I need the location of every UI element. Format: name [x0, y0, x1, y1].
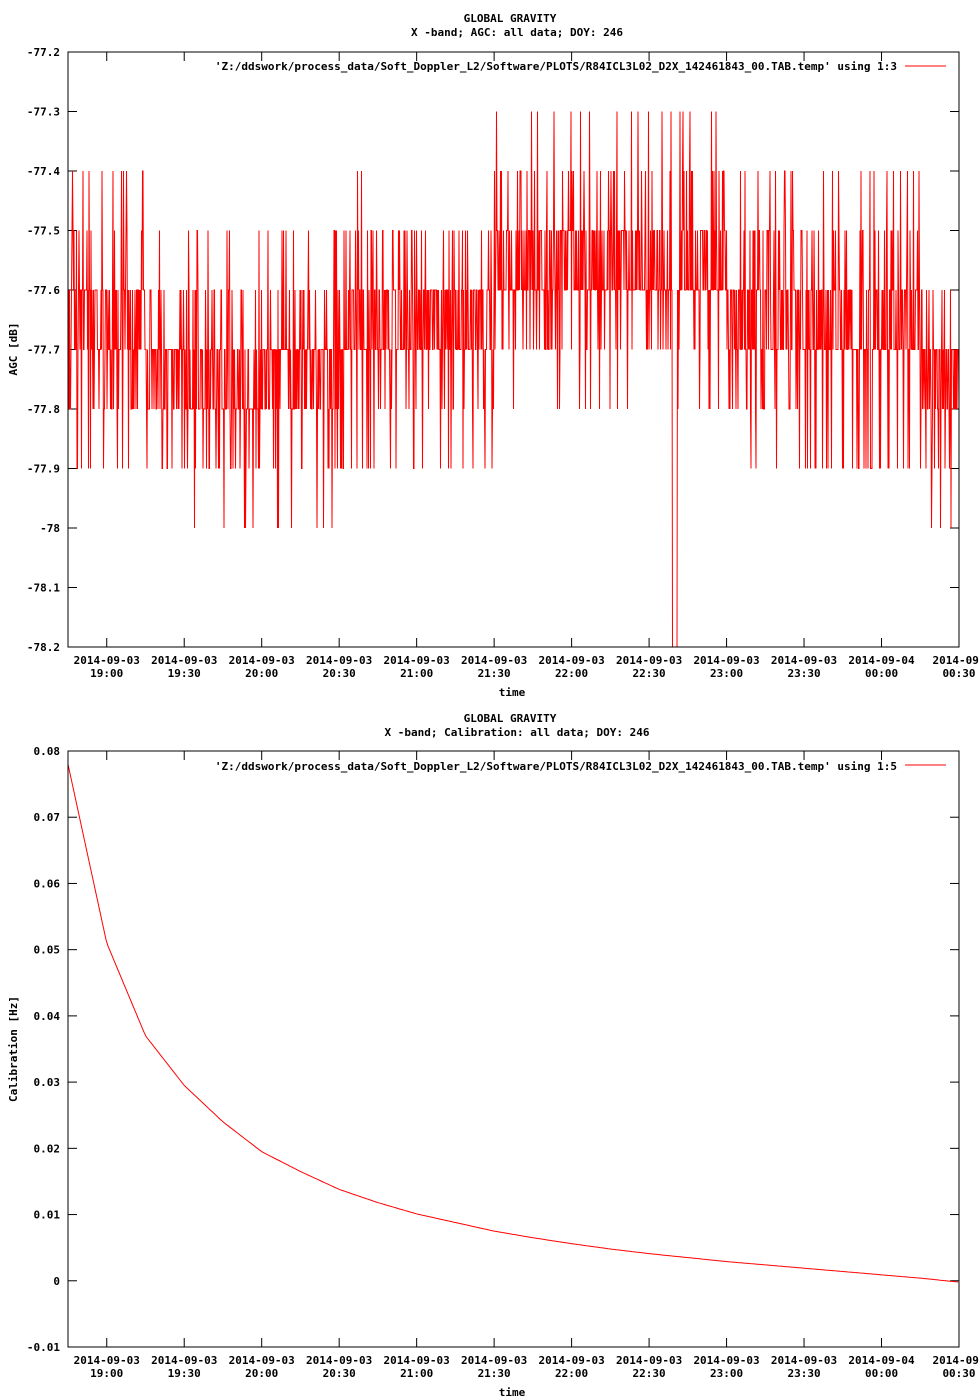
calibration-series-layer	[67, 764, 959, 1283]
agc-x-tick-time: 00:30	[942, 667, 975, 680]
calibration-x-tick-date: 2014-09-03	[151, 1354, 217, 1367]
agc-x-tick-time: 22:00	[555, 667, 588, 680]
calibration-x-tick-date: 2014-09-03	[693, 1354, 759, 1367]
agc-x-tick-time: 21:00	[400, 667, 433, 680]
calibration-axis-ticks: 0.08 0.07 0.06 0.05 0.04 0.03 0.02 0.01 0 -0.01 20…	[27, 745, 980, 1380]
agc-x-tick-date: 2014-09-03	[306, 654, 372, 667]
calibration-chart: GLOBAL GRAVITY X -band; Calibration: all…	[7, 712, 980, 1399]
agc-chart-title: GLOBAL GRAVITY	[464, 12, 557, 25]
calibration-x-tick-date: 2014-09-03	[306, 1354, 372, 1367]
calibration-y-tick-label: 0.06	[34, 877, 61, 890]
calibration-chart-subtitle: X -band; Calibration: all data; DOY: 246	[385, 726, 650, 739]
calibration-y-tick-label: 0.03	[34, 1076, 61, 1089]
agc-x-tick-date: 2014-09-03	[771, 654, 837, 667]
agc-x-tick-time: 19:30	[168, 667, 201, 680]
agc-x-tick-date: 2014-09-03	[693, 654, 759, 667]
agc-x-axis-label: time	[499, 686, 526, 699]
agc-y-tick-label: -77.8	[27, 403, 60, 416]
agc-y-tick-label: -78	[40, 522, 60, 535]
agc-y-tick-label: -78.2	[27, 641, 60, 654]
calibration-x-tick-time: 23:30	[787, 1367, 820, 1380]
calibration-y-tick-label: 0.02	[34, 1142, 61, 1155]
calibration-x-tick-date: 2014-09-03	[771, 1354, 837, 1367]
agc-x-tick-date: 2014-09-	[933, 654, 980, 667]
agc-series-line	[67, 111, 960, 648]
calibration-y-tick-label: 0.05	[34, 944, 61, 957]
calibration-x-tick-time: 21:30	[478, 1367, 511, 1380]
calibration-y-axis-label: Calibration [Hz]	[7, 996, 20, 1102]
agc-x-tick-time: 20:30	[323, 667, 356, 680]
agc-y-tick-label: -77.5	[27, 225, 60, 238]
calibration-x-tick-date: 2014-09-04	[848, 1354, 915, 1367]
calibration-x-tick-time: 23:00	[710, 1367, 743, 1380]
calibration-x-tick-time: 22:30	[633, 1367, 666, 1380]
agc-legend: 'Z:/ddswork/process_data/Soft_Doppler_L2…	[215, 60, 946, 73]
calibration-y-tick-label: 0	[53, 1275, 60, 1288]
agc-x-tick-time: 20:00	[245, 667, 278, 680]
calibration-legend: 'Z:/ddswork/process_data/Soft_Doppler_L2…	[215, 760, 946, 773]
agc-y-tick-label: -77.6	[27, 284, 60, 297]
calibration-x-axis-label: time	[499, 1386, 526, 1399]
agc-chart: GLOBAL GRAVITY X -band; AGC: all data; D…	[7, 12, 980, 699]
agc-x-tick-time: 21:30	[478, 667, 511, 680]
calibration-y-tick-label: 0.01	[34, 1209, 61, 1222]
agc-y-tick-label: -78.1	[27, 582, 60, 595]
calibration-x-tick-date: 2014-09-03	[538, 1354, 604, 1367]
calibration-legend-label: 'Z:/ddswork/process_data/Soft_Doppler_L2…	[215, 760, 897, 773]
calibration-x-tick-time: 00:00	[865, 1367, 898, 1380]
agc-legend-label: 'Z:/ddswork/process_data/Soft_Doppler_L2…	[215, 60, 897, 73]
agc-x-tick-time: 22:30	[633, 667, 666, 680]
agc-x-tick-date: 2014-09-03	[74, 654, 140, 667]
agc-y-tick-label: -77.2	[27, 46, 60, 59]
calibration-y-tick-label: 0.04	[34, 1010, 61, 1023]
agc-y-axis-label: AGC [dB]	[7, 323, 20, 376]
calibration-x-tick-date: 2014-09-03	[461, 1354, 527, 1367]
agc-y-tick-label: -77.9	[27, 463, 60, 476]
agc-x-tick-date: 2014-09-03	[538, 654, 604, 667]
agc-x-tick-time: 23:00	[710, 667, 743, 680]
calibration-series-line	[67, 764, 959, 1283]
calibration-x-tick-time: 19:30	[168, 1367, 201, 1380]
agc-x-tick-date: 2014-09-03	[616, 654, 682, 667]
agc-series-layer	[67, 111, 960, 648]
calibration-chart-title: GLOBAL GRAVITY	[464, 712, 557, 725]
agc-x-tick-date: 2014-09-04	[848, 654, 915, 667]
calibration-x-tick-date: 2014-09-	[933, 1354, 980, 1367]
calibration-x-tick-time: 19:00	[90, 1367, 123, 1380]
agc-chart-subtitle: X -band; AGC: all data; DOY: 246	[411, 26, 623, 39]
calibration-y-tick-label: 0.08	[34, 745, 61, 758]
agc-y-tick-label: -77.4	[27, 165, 60, 178]
agc-x-tick-date: 2014-09-03	[461, 654, 527, 667]
calibration-x-tick-date: 2014-09-03	[616, 1354, 682, 1367]
agc-x-tick-time: 23:30	[787, 667, 820, 680]
calibration-x-tick-time: 22:00	[555, 1367, 588, 1380]
agc-x-tick-date: 2014-09-03	[384, 654, 450, 667]
calibration-x-tick-time: 20:00	[245, 1367, 278, 1380]
agc-y-tick-label: -77.3	[27, 106, 60, 119]
calibration-x-tick-time: 00:30	[942, 1367, 975, 1380]
calibration-x-tick-time: 20:30	[323, 1367, 356, 1380]
calibration-x-tick-date: 2014-09-03	[384, 1354, 450, 1367]
agc-axis-ticks: -77.2 -77.3 -77.4 -77.5 -77.6 -77.7 -77.8 -77.9…	[27, 46, 980, 680]
agc-x-tick-date: 2014-09-03	[229, 654, 295, 667]
calibration-y-tick-label: -0.01	[27, 1341, 60, 1354]
calibration-y-tick-label: 0.07	[34, 811, 61, 824]
agc-x-tick-time: 19:00	[90, 667, 123, 680]
agc-x-tick-time: 00:00	[865, 667, 898, 680]
calibration-x-tick-time: 21:00	[400, 1367, 433, 1380]
agc-plot-frame	[67, 51, 960, 648]
agc-x-tick-date: 2014-09-03	[151, 654, 217, 667]
agc-y-tick-label: -77.7	[27, 344, 60, 357]
calibration-x-tick-date: 2014-09-03	[229, 1354, 295, 1367]
calibration-x-tick-date: 2014-09-03	[74, 1354, 140, 1367]
calibration-plot-frame	[67, 750, 960, 1348]
